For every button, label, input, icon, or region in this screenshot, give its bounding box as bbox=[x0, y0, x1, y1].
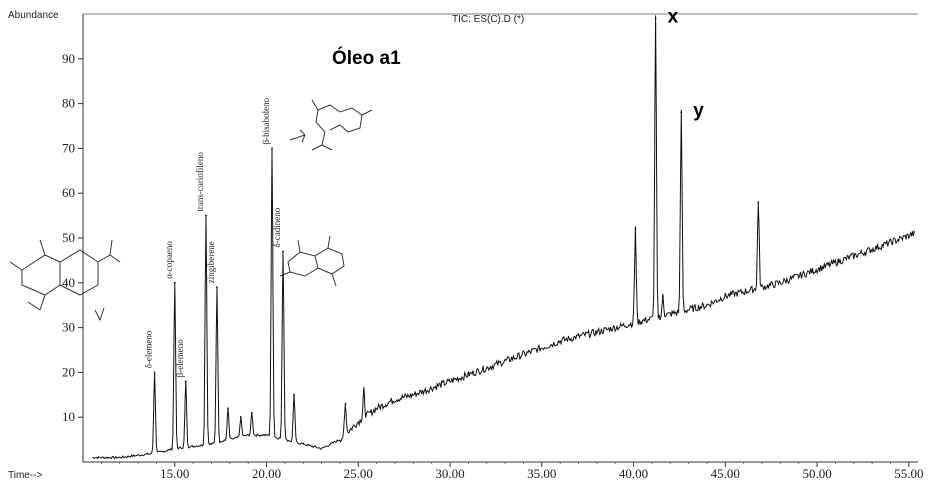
x-axis-ticks: 15.00 20.00 25.00 30.00 35.00 40.00 45.00 50.00… bbox=[100, 462, 923, 481]
x-tick-label: 25.00 bbox=[344, 466, 373, 481]
peak-label-x: x bbox=[668, 6, 679, 27]
y-tick-label: 50 bbox=[62, 230, 75, 245]
peak-label: zingiberene bbox=[206, 241, 216, 283]
peak-apex-point bbox=[282, 250, 284, 253]
y-tick-label: 60 bbox=[62, 185, 75, 200]
peak-apex-point bbox=[634, 228, 637, 230]
peak-apex-point bbox=[250, 411, 253, 414]
peak-apex-point bbox=[757, 201, 760, 204]
y-axis-ticks: 10 20 30 40 50 60 70 80 90 bbox=[62, 51, 83, 424]
elemene-structure-drawing bbox=[9, 239, 121, 322]
bisabolene-structure-drawing bbox=[289, 99, 373, 151]
peak-apex-point bbox=[239, 416, 242, 419]
x-tick-label: 40.00 bbox=[619, 466, 648, 481]
peak-label-y: y bbox=[693, 101, 704, 122]
peak-label: δ-cadineno bbox=[272, 207, 282, 247]
y-tick-label: 70 bbox=[62, 140, 75, 155]
chromatogram-line bbox=[92, 15, 915, 460]
x-tick-label: 30.00 bbox=[435, 466, 464, 481]
y-tick-label: 90 bbox=[62, 51, 75, 66]
x-tick-label: 50.00 bbox=[802, 466, 831, 481]
y-tick-label: 80 bbox=[62, 96, 75, 111]
x-tick-label: 15.00 bbox=[160, 466, 189, 481]
peak-label: δ-elemeno bbox=[144, 330, 154, 368]
peak-apex-point bbox=[654, 17, 657, 20]
peak-apex-point bbox=[173, 281, 176, 284]
peak-apex-point bbox=[184, 380, 187, 383]
peak-apex-point bbox=[227, 407, 229, 410]
x-tick-label: 55.00 bbox=[894, 466, 923, 481]
x-axis-label: Time--> bbox=[8, 470, 43, 481]
chart-title: TIC: ES(C).D (*) bbox=[452, 14, 524, 25]
y-tick-label: 10 bbox=[62, 409, 75, 424]
y-tick-label: 30 bbox=[62, 320, 75, 335]
peak-apex-point bbox=[344, 402, 347, 405]
chart-subtitle: Óleo a1 bbox=[332, 47, 401, 69]
peak-label: α-copaeno bbox=[164, 241, 174, 279]
peak-apex-point bbox=[271, 147, 273, 150]
x-tick-label: 45.00 bbox=[711, 466, 740, 481]
peak-label: β-bisaboleno bbox=[261, 97, 271, 144]
peak-label: β-elemeno bbox=[175, 339, 185, 378]
peak-apex-point bbox=[662, 295, 664, 298]
chromatogram-trace bbox=[92, 15, 915, 460]
peak-apex-point bbox=[216, 286, 218, 289]
peak-apex-point bbox=[153, 371, 156, 374]
y-axis-label: Abundance bbox=[8, 10, 59, 21]
cadinene-structure-drawing bbox=[279, 235, 345, 287]
x-tick-label: 20.00 bbox=[252, 466, 281, 481]
peak-apex-point bbox=[205, 214, 207, 217]
molecular-structure-drawings bbox=[9, 99, 373, 322]
peak-apex-point bbox=[293, 393, 295, 396]
y-tick-label: 40 bbox=[62, 275, 75, 290]
peak-apex-point bbox=[680, 111, 683, 114]
y-tick-label: 20 bbox=[62, 364, 75, 379]
chart-axes: 15.00 20.00 25.00 30.00 35.00 40.00 45.00 50.00… bbox=[62, 13, 923, 481]
x-tick-label: 35.00 bbox=[527, 466, 556, 481]
peak-apex-point bbox=[362, 389, 365, 392]
peak-label: trans-cariofileno bbox=[195, 152, 205, 212]
peak-labels: δ-elemeno α-copaeno β-elemeno trans-cariofi… bbox=[144, 6, 760, 419]
